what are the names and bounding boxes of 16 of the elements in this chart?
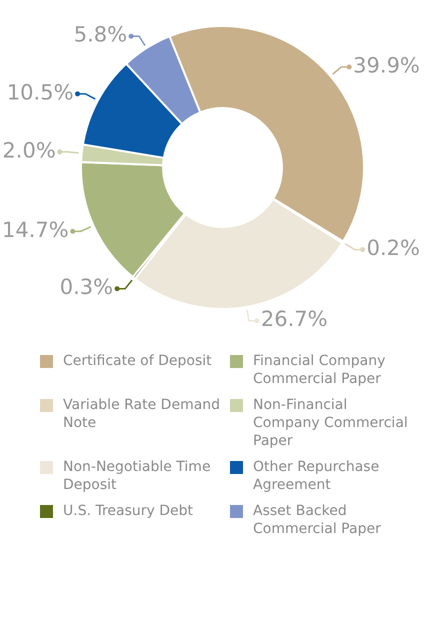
data-label: 0.3% <box>60 275 114 300</box>
data-label: 5.8% <box>74 22 128 47</box>
legend-label: Non-Negotiable Time Deposit <box>63 458 212 494</box>
legend-label: Asset Backed Commercial Paper <box>253 502 382 538</box>
data-label: 14.7% <box>2 218 69 242</box>
data-label: 26.7% <box>260 307 328 332</box>
legend-label: U.S. Treasury Debt <box>63 502 194 520</box>
legend-label: Non-Financial Company Commercial Paper <box>253 396 409 450</box>
legend-label: Other Repurchase Agreement <box>253 458 380 494</box>
data-label: 0.2% <box>366 236 420 260</box>
legend-label: Variable Rate Demand Note <box>63 396 222 432</box>
legend-label: Financial Company Commercial Paper <box>253 352 386 388</box>
data-label: 39.9% <box>353 53 420 78</box>
data-label: 10.5% <box>6 80 74 104</box>
data-label: 2.0% <box>2 138 56 162</box>
legend-label: Certificate of Deposit <box>63 352 213 370</box>
